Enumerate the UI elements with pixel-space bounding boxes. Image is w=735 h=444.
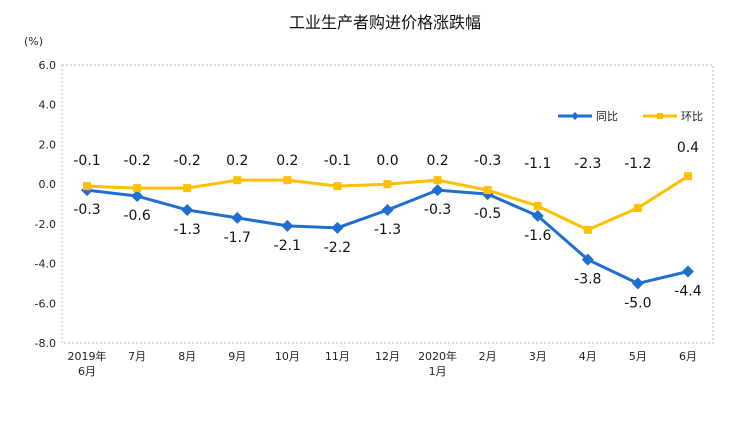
x-tick-label: 3月 <box>529 350 547 363</box>
data-point <box>533 201 542 210</box>
x-tick-label: 12月 <box>375 350 400 363</box>
data-label: -0.5 <box>474 206 501 222</box>
x-tick-label: 6月 <box>679 350 697 363</box>
x-tick-label: 6月 <box>78 365 96 378</box>
data-point <box>83 182 92 191</box>
y-tick-label: 6.0 <box>39 59 57 72</box>
data-label: -1.3 <box>174 222 201 238</box>
data-label: -1.3 <box>374 222 401 238</box>
x-tick-label: 5月 <box>629 350 647 363</box>
data-label: 0.2 <box>426 153 448 169</box>
data-point <box>231 211 244 224</box>
data-label: -0.2 <box>174 153 201 169</box>
data-point <box>183 184 192 193</box>
data-point <box>431 184 444 197</box>
data-point <box>333 182 342 191</box>
y-tick-label: 2.0 <box>39 138 57 151</box>
data-point <box>383 180 392 189</box>
y-tick-label: -2.0 <box>35 218 56 231</box>
data-point <box>281 219 294 232</box>
data-label: -2.1 <box>274 238 301 254</box>
y-axis-label: (%) <box>24 35 43 48</box>
chart-title: 工业生产者购进价格涨跌幅 <box>289 13 481 32</box>
data-point <box>531 209 544 222</box>
x-tick-label: 9月 <box>228 350 246 363</box>
data-label: -1.6 <box>524 228 551 244</box>
data-point <box>131 190 144 203</box>
plot-area <box>61 64 714 344</box>
data-label: -0.3 <box>73 202 100 218</box>
data-label: -0.3 <box>474 153 501 169</box>
data-point <box>681 265 694 278</box>
data-point <box>181 203 194 216</box>
data-label: 0.2 <box>226 153 248 169</box>
data-point <box>133 184 142 193</box>
x-tick-label: 8月 <box>178 350 196 363</box>
data-label: 0.2 <box>276 153 298 169</box>
data-label: -0.1 <box>73 153 100 169</box>
data-point <box>631 277 644 290</box>
legend-label: 同比 <box>596 110 618 123</box>
x-tick-label: 10月 <box>275 350 300 363</box>
data-label: -2.2 <box>324 240 351 256</box>
data-label: -0.6 <box>123 208 150 224</box>
data-point <box>583 225 592 234</box>
y-tick-label: 4.0 <box>39 99 57 112</box>
data-label: -1.2 <box>624 156 651 172</box>
data-point <box>283 176 292 185</box>
data-point <box>683 172 692 181</box>
legend-label: 环比 <box>681 110 703 123</box>
legend-marker <box>657 113 663 119</box>
x-tick-label: 7月 <box>128 350 146 363</box>
data-label: -2.3 <box>574 156 601 172</box>
data-point <box>381 203 394 216</box>
data-label: -1.1 <box>524 156 551 172</box>
y-tick-label: -8.0 <box>35 337 56 350</box>
y-tick-label: -4.0 <box>35 258 56 271</box>
data-label: -4.4 <box>674 284 701 300</box>
data-point <box>331 221 344 234</box>
x-tick-label: 2月 <box>479 350 497 363</box>
y-tick-label: 0.0 <box>39 178 57 191</box>
data-point <box>581 253 594 266</box>
x-tick-label: 2020年 <box>418 349 457 363</box>
data-label: -3.8 <box>574 272 601 288</box>
data-label: -0.3 <box>424 202 451 218</box>
data-label: 0.0 <box>376 153 398 169</box>
x-tick-label: 4月 <box>579 350 597 363</box>
data-point <box>433 176 442 185</box>
data-point <box>633 203 642 212</box>
data-label: 0.4 <box>677 140 699 156</box>
data-label: -1.7 <box>224 230 251 246</box>
y-tick-label: -6.0 <box>35 297 56 310</box>
data-label: -5.0 <box>624 295 651 311</box>
data-label: -0.1 <box>324 153 351 169</box>
x-tick-label: 1月 <box>429 365 447 378</box>
data-point <box>483 186 492 195</box>
x-tick-label: 11月 <box>325 350 350 363</box>
data-point <box>233 176 242 185</box>
data-label: -0.2 <box>123 153 150 169</box>
x-tick-label: 2019年 <box>68 349 107 363</box>
legend-marker <box>571 112 579 120</box>
